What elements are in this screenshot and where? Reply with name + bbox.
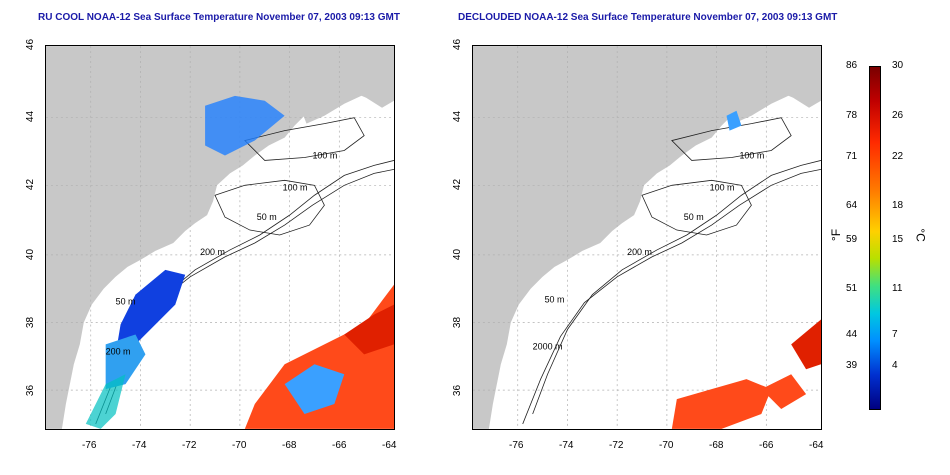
latitude-tick-label: 44 <box>452 110 464 123</box>
longitude-tick-label: -72 <box>609 440 624 451</box>
contour-label: 100 m <box>710 182 735 192</box>
longitude-tick-label: -72 <box>182 440 197 451</box>
sst-map-raw: 100 m 100 m 50 m 200 m 50 m 200 m <box>45 45 395 430</box>
contour-label: 100 m <box>312 150 337 160</box>
latitude-tick-label: 36 <box>25 384 37 397</box>
sst-patches-right <box>671 110 821 429</box>
contour-label: 100 m <box>739 150 764 160</box>
longitude-tick-label: -74 <box>132 440 147 451</box>
sst-map-declouded: 100 m 100 m 50 m 200 m 50 m 2000 m <box>472 45 822 430</box>
contour-label: 100 m <box>283 182 308 192</box>
longitude-tick-label: -66 <box>332 440 347 451</box>
longitude-tick-label: -70 <box>659 440 674 451</box>
longitude-tick-label: -70 <box>232 440 247 451</box>
longitude-tick-label: -64 <box>382 440 397 451</box>
colorbar-fahrenheit-label: 59 <box>846 234 858 245</box>
contour-label: 50 m <box>257 212 277 222</box>
grid-lines <box>473 46 821 429</box>
longitude-tick-label: -76 <box>82 440 97 451</box>
land-nova-scotia <box>726 63 821 124</box>
colorbar-fahrenheit-label: 39 <box>846 360 858 371</box>
latitude-tick-label: 42 <box>25 178 37 191</box>
colorbar-fahrenheit-label: 44 <box>846 329 858 340</box>
colorbar-fahrenheit-label: 78 <box>846 110 858 121</box>
colorbar-fahrenheit-label: 64 <box>846 200 858 211</box>
left-map-title: RU COOL NOAA-12 Sea Surface Temperature … <box>38 12 400 23</box>
latitude-tick-label: 46 <box>25 38 37 51</box>
contour-label: 50 m <box>116 297 136 307</box>
latitude-tick-label: 38 <box>25 316 37 329</box>
colorbar-celsius-label: 4 <box>892 360 898 371</box>
colorbar-celsius-label: 30 <box>892 60 904 71</box>
right-map-title: DECLOUDED NOAA-12 Sea Surface Temperatur… <box>458 12 838 23</box>
land-mass <box>46 46 394 429</box>
colorbar-celsius-label: 7 <box>892 329 898 340</box>
colorbar-fahrenheit-label: 86 <box>846 60 858 71</box>
longitude-tick-label: -66 <box>759 440 774 451</box>
latitude-tick-label: 46 <box>452 38 464 51</box>
colorbar-celsius-label: 18 <box>892 200 904 211</box>
bathymetry-contours <box>522 117 821 425</box>
temperature-colorbar <box>869 66 881 410</box>
colorbar-celsius-label: 11 <box>892 283 903 294</box>
longitude-tick-label: -76 <box>509 440 524 451</box>
colorbar-fahrenheit-label: 51 <box>846 283 858 294</box>
latitude-tick-label: 40 <box>25 248 37 261</box>
latitude-tick-label: 38 <box>452 316 464 329</box>
colorbar-celsius-label: 15 <box>892 234 904 245</box>
latitude-tick-label: 36 <box>452 384 464 397</box>
longitude-tick-label: -68 <box>282 440 297 451</box>
land-mass <box>473 46 821 429</box>
fahrenheit-unit-label: °F <box>829 228 844 242</box>
longitude-tick-label: -64 <box>809 440 824 451</box>
contour-label: 200 m <box>627 247 652 257</box>
contour-label: 2000 m <box>533 341 563 351</box>
colorbar-fahrenheit-label: 71 <box>846 151 858 162</box>
longitude-tick-label: -74 <box>559 440 574 451</box>
colorbar-celsius-label: 26 <box>892 110 904 121</box>
celsius-unit-label: °C <box>913 228 928 242</box>
latitude-tick-label: 42 <box>452 178 464 191</box>
latitude-tick-label: 44 <box>25 110 37 123</box>
contour-label: 200 m <box>200 247 225 257</box>
contour-label: 50 m <box>545 295 565 305</box>
latitude-tick-label: 40 <box>452 248 464 261</box>
land-nova-scotia <box>299 63 394 124</box>
colorbar-celsius-label: 22 <box>892 151 904 162</box>
contour-label: 200 m <box>106 346 131 356</box>
longitude-tick-label: -68 <box>709 440 724 451</box>
contour-label: 50 m <box>684 212 704 222</box>
sst-patches-left <box>85 95 394 429</box>
